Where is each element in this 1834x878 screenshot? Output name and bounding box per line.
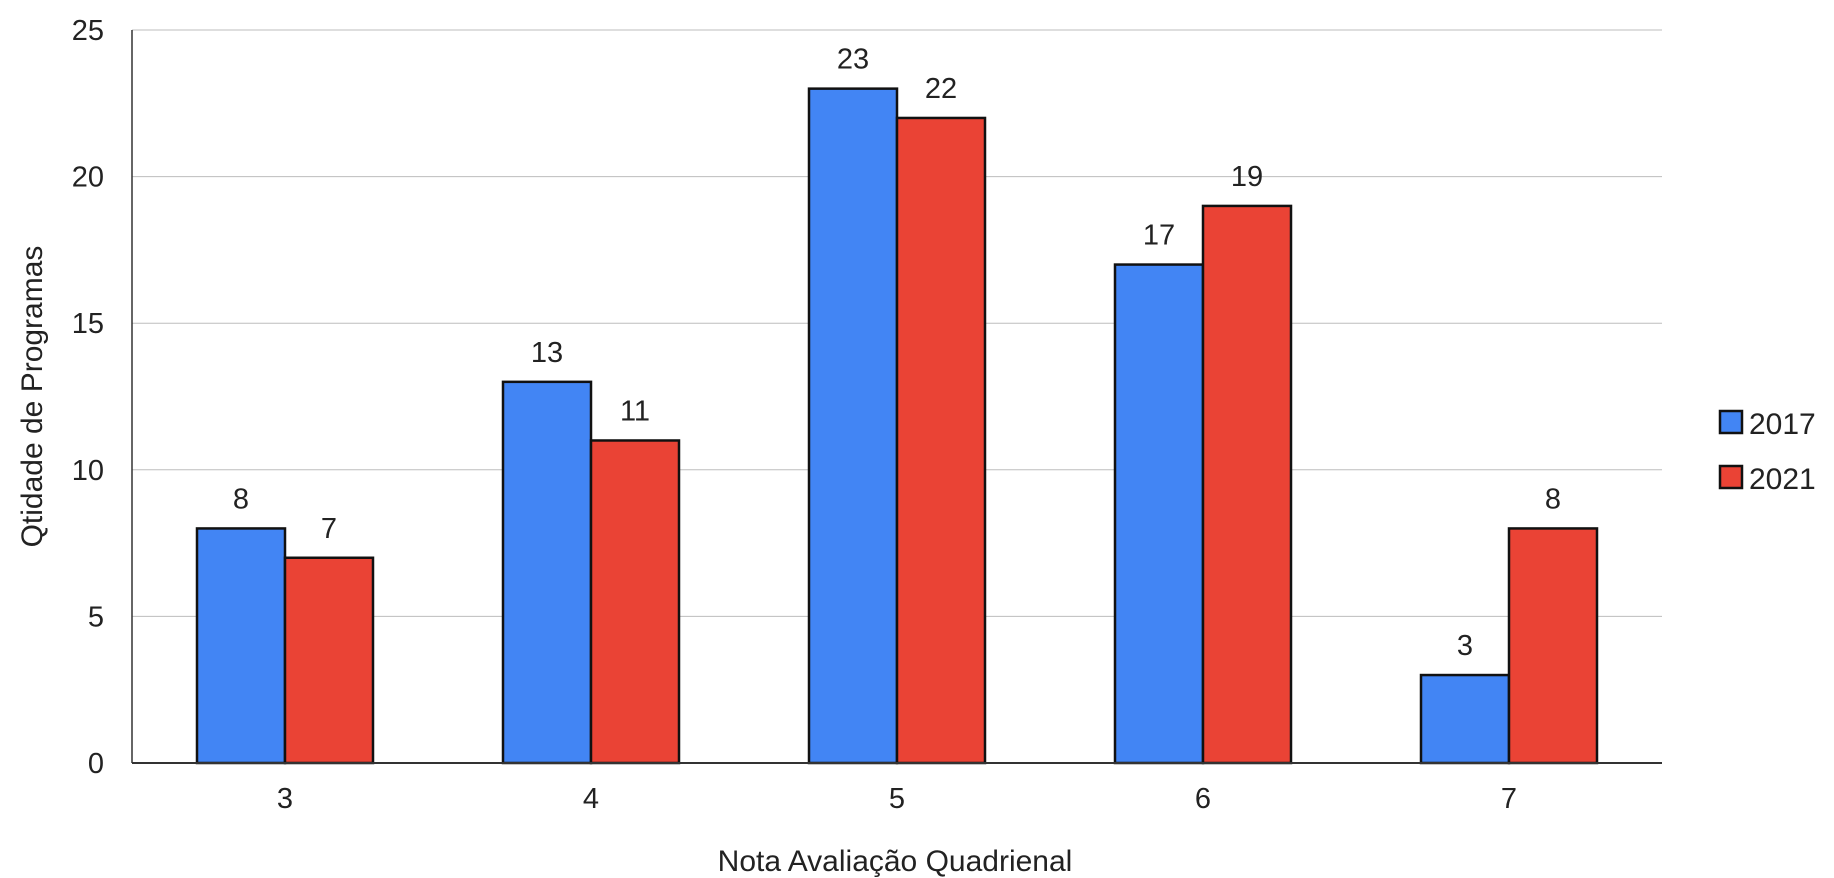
data-label-2017-3: 8 [233,483,249,515]
x-tick-label: 7 [1501,783,1517,815]
bar-2017-7 [1419,673,1511,765]
bar-2021-7 [1507,527,1599,765]
x-tick-label: 6 [1195,783,1211,815]
bar-2017-3 [195,527,287,765]
bar-2021-3 [283,556,375,765]
data-label-2021-6: 19 [1231,161,1263,193]
data-label-2021-5: 22 [925,73,957,105]
bar-2021-6 [1201,204,1293,765]
x-tick-label: 4 [583,783,599,815]
legend-label-2017: 2017 [1749,408,1816,441]
y-tick-label: 25 [72,15,104,47]
x-tick-label: 3 [277,783,293,815]
y-tick-label: 5 [88,601,104,633]
legend-swatch-2021 [1718,464,1744,490]
data-label-2017-4: 13 [531,337,563,369]
y-axis-ticks: 0 5 10 15 20 25 [72,15,104,780]
x-axis-ticks: 3 4 5 6 7 [277,783,1517,815]
bars [195,87,1599,765]
bar-2017-6 [1113,263,1205,765]
data-label-2017-6: 17 [1143,220,1175,252]
legend: 2017 2021 [1718,408,1816,496]
x-tick-label: 5 [889,783,905,815]
data-label-2017-5: 23 [837,44,869,76]
y-tick-label: 20 [72,162,104,194]
bar-2017-5 [807,87,899,765]
bar-2017-4 [501,380,593,765]
data-label-2021-4: 11 [620,395,650,427]
bar-2021-5 [895,116,987,765]
data-labels: 8 7 13 11 23 22 17 19 3 8 [233,44,1561,662]
data-label-2021-3: 7 [321,513,337,545]
data-label-2021-7: 8 [1545,483,1561,515]
data-label-2017-7: 3 [1457,630,1473,662]
y-tick-label: 10 [72,455,104,487]
bar-2021-4 [589,439,681,765]
y-tick-label: 15 [72,308,104,340]
x-axis-title: Nota Avaliação Quadrienal [718,845,1073,878]
legend-label-2021: 2021 [1749,463,1816,496]
y-tick-label: 0 [88,748,104,780]
legend-swatch-2017 [1718,409,1744,435]
y-axis-title: Qtidade de Programas [16,246,49,548]
